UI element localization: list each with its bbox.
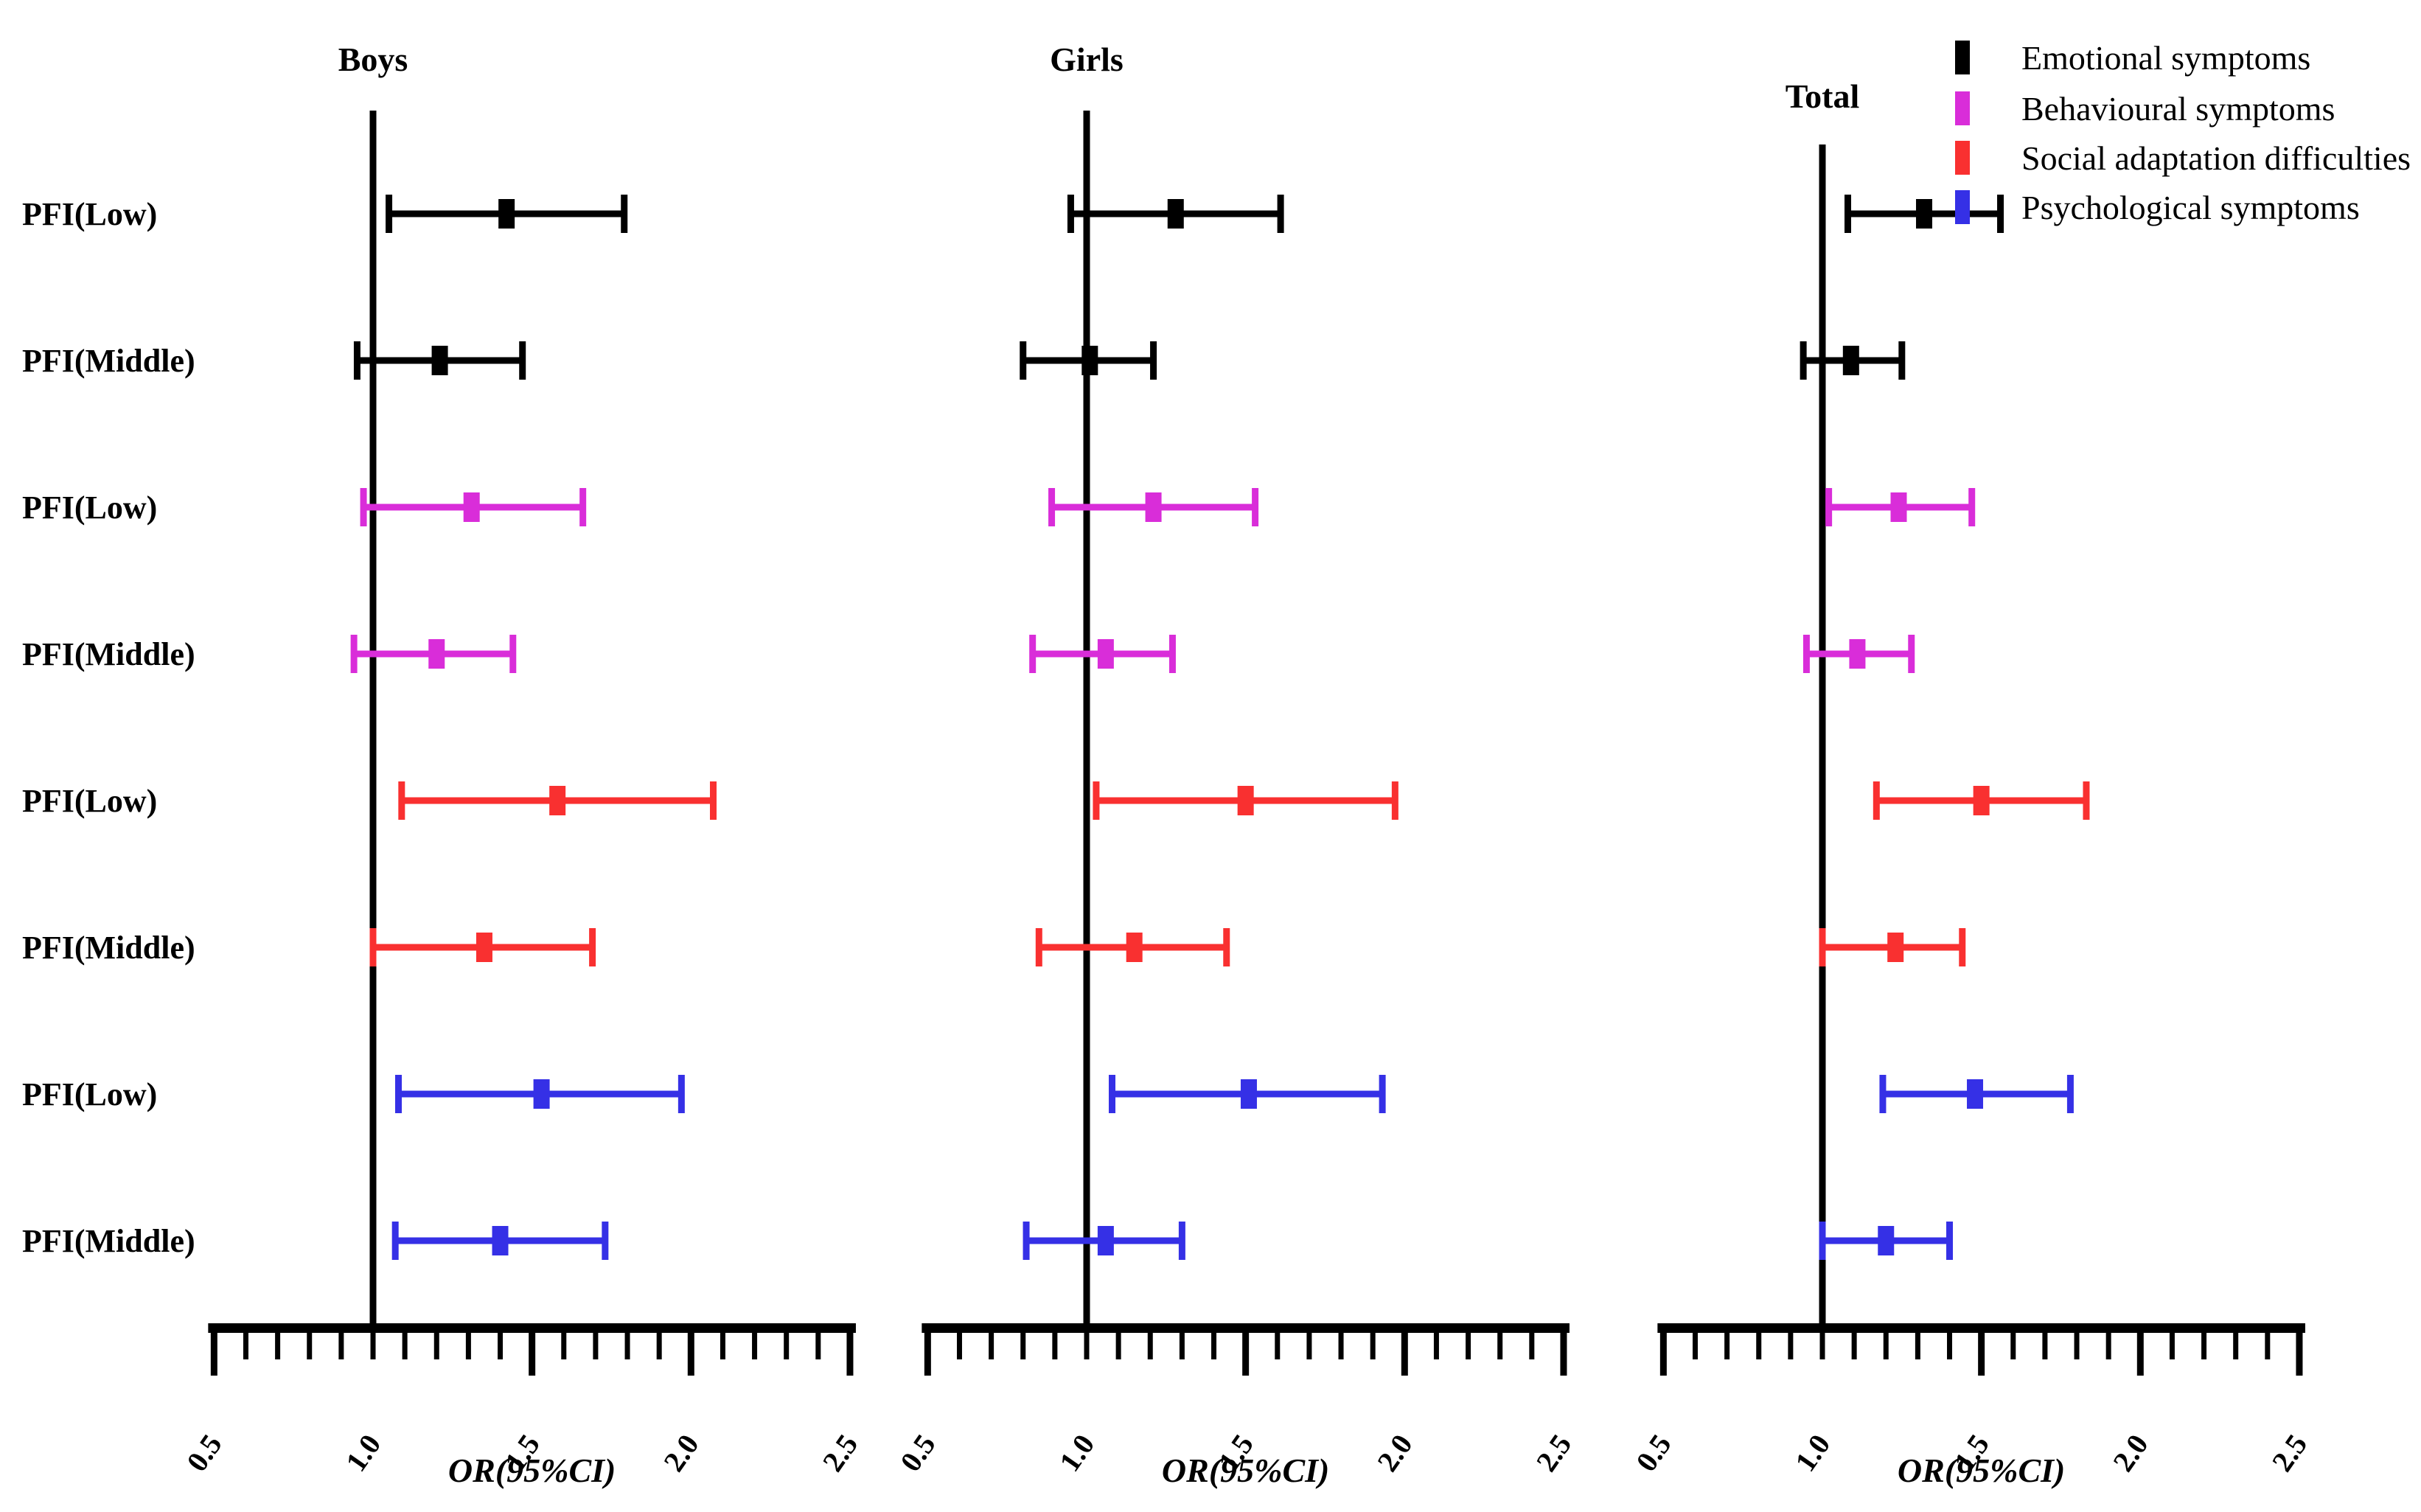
x-tick-label: 1.0	[339, 1428, 388, 1477]
x-tick-label: 0.5	[180, 1428, 229, 1477]
row-label: PFI(Low)	[22, 783, 157, 819]
forest-row	[360, 488, 587, 526]
forest-row	[1029, 635, 1176, 673]
forest-row	[395, 1075, 685, 1113]
row-label: PFI(Low)	[22, 196, 157, 232]
or-point-marker	[431, 346, 448, 375]
forest-row	[350, 635, 517, 673]
forest-row	[398, 781, 717, 820]
x-axis-label: OR(95%CI)	[1162, 1452, 1329, 1489]
x-tick-label: 2.0	[2106, 1428, 2155, 1477]
or-point-marker	[1849, 639, 1866, 669]
forest-row	[1800, 341, 1906, 380]
or-point-marker	[1097, 639, 1114, 669]
x-tick-label: 2.0	[657, 1428, 706, 1477]
forest-row	[1093, 781, 1398, 820]
or-point-marker	[1916, 199, 1933, 229]
x-tick-label: 0.5	[1629, 1428, 1678, 1477]
row-label: PFI(Middle)	[22, 636, 195, 672]
forest-row	[1067, 195, 1284, 233]
x-tick-label: 2.5	[2265, 1428, 2314, 1477]
or-point-marker	[533, 1079, 550, 1109]
legend-label: Behavioural symptoms	[2021, 90, 2335, 128]
forest-row	[391, 1222, 609, 1260]
panel-title: Boys	[338, 41, 408, 78]
forest-row	[1802, 635, 1915, 673]
forest-row	[353, 341, 526, 380]
x-tick-label: 2.0	[1370, 1428, 1419, 1477]
x-axis	[1657, 1323, 2305, 1333]
x-axis-label: OR(95%CI)	[448, 1452, 616, 1489]
or-point-marker	[1240, 1079, 1257, 1109]
or-point-marker	[492, 1226, 509, 1255]
forest-row	[1879, 1075, 2074, 1113]
x-axis	[208, 1323, 856, 1333]
row-label: PFI(Middle)	[22, 930, 195, 966]
forest-row	[1020, 341, 1157, 380]
x-axis-label: OR(95%CI)	[1898, 1452, 2065, 1489]
forest-row	[1048, 488, 1259, 526]
or-point-marker	[463, 492, 480, 522]
forest-row	[1845, 195, 2004, 233]
or-point-marker	[476, 933, 492, 962]
legend-label: Emotional symptoms	[2021, 39, 2310, 77]
forest-row	[1873, 781, 2090, 820]
x-tick-label: 1.0	[1788, 1428, 1837, 1477]
or-point-marker	[1842, 346, 1859, 375]
forest-row	[386, 195, 628, 233]
forest-row	[1825, 488, 1976, 526]
or-point-marker	[549, 786, 566, 815]
or-point-marker	[1126, 933, 1143, 962]
or-point-marker	[428, 639, 445, 669]
or-point-marker	[498, 199, 515, 229]
or-point-marker	[1097, 1226, 1114, 1255]
forest-row	[1819, 1222, 1954, 1260]
or-point-marker	[1973, 786, 1990, 815]
legend-swatch	[1955, 91, 1970, 125]
row-label: PFI(Middle)	[22, 1223, 195, 1259]
or-point-marker	[1237, 786, 1254, 815]
row-label: PFI(Middle)	[22, 343, 195, 379]
legend-label: Psychological symptoms	[2021, 189, 2360, 226]
x-tick-label: 2.5	[816, 1428, 865, 1477]
or-point-marker	[1887, 933, 1904, 962]
forest-row	[1109, 1075, 1386, 1113]
forest-row	[1035, 928, 1230, 966]
x-axis	[922, 1323, 1570, 1333]
row-label: PFI(Low)	[22, 490, 157, 526]
x-tick-label: 0.5	[893, 1428, 942, 1477]
panel-title: Total	[1786, 77, 1860, 115]
forest-row	[1819, 928, 1966, 966]
forest-row	[1023, 1222, 1185, 1260]
legend-swatch	[1955, 190, 1970, 224]
or-point-marker	[1081, 346, 1098, 375]
legend-swatch	[1955, 41, 1970, 74]
or-point-marker	[1145, 492, 1162, 522]
row-label: PFI(Low)	[22, 1076, 157, 1112]
or-point-marker	[1890, 492, 1907, 522]
or-point-marker	[1167, 199, 1184, 229]
panel-title: Girls	[1050, 41, 1124, 78]
x-tick-label: 1.0	[1053, 1428, 1101, 1477]
x-tick-label: 2.5	[1530, 1428, 1578, 1477]
legend-swatch	[1955, 141, 1970, 175]
legend-label: Social adaptation difficulties	[2021, 139, 2411, 177]
or-point-marker	[1967, 1079, 1984, 1109]
forest-row	[369, 928, 596, 966]
or-point-marker	[1878, 1226, 1895, 1255]
